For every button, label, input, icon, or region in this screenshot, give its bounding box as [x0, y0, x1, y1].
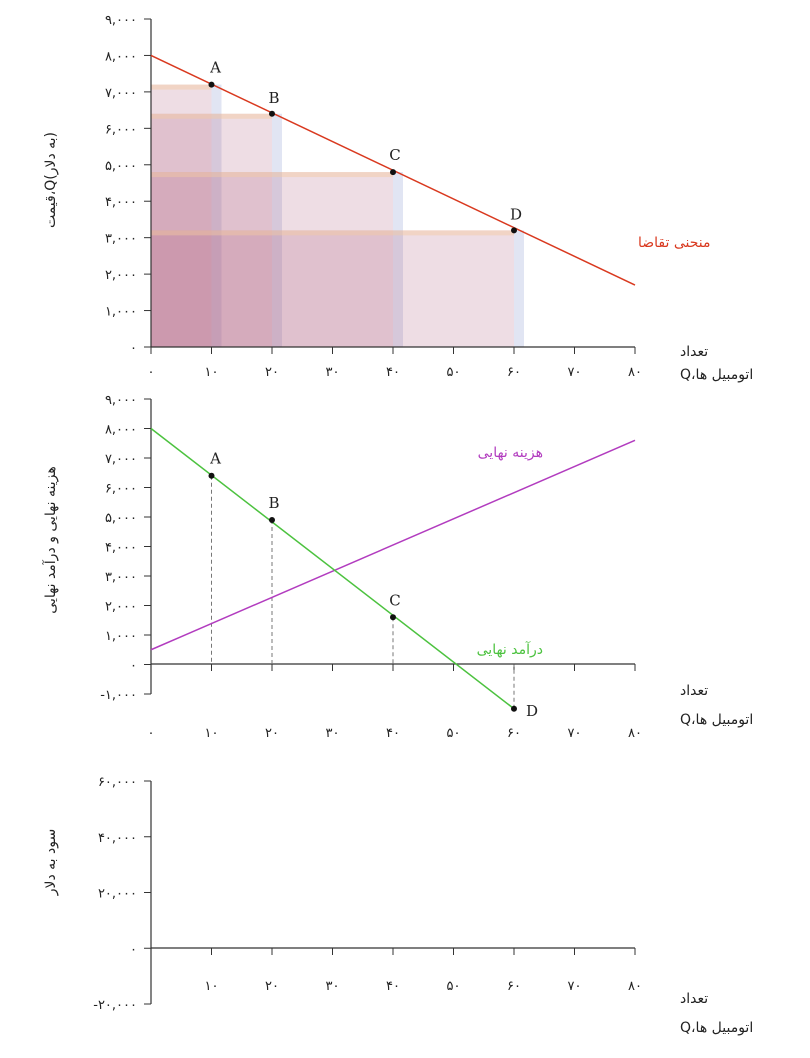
- x-tick-label: ۶۰: [507, 979, 521, 994]
- x-tick-label: ۲۰: [265, 979, 279, 994]
- y-tick-label: ۰: [130, 659, 137, 674]
- y-tick-label: ۶,۰۰۰: [105, 482, 137, 497]
- y-tick-label: ۹,۰۰۰: [105, 393, 137, 408]
- data-point: [390, 169, 396, 176]
- x-tick-label: ۶۰: [507, 726, 521, 741]
- revenue-rect: [151, 172, 393, 347]
- x-tick-label: ۸۰: [628, 726, 642, 741]
- y-tick-label: ۵,۰۰۰: [105, 511, 137, 526]
- revenue-rect-top: [151, 113, 272, 119]
- x-tick-label: ۴۰: [386, 365, 400, 380]
- series-label: درآمد نهایی: [477, 641, 543, 658]
- marginal-panel: -۱,۰۰۰ ۰ ۱,۰۰۰ ۲,۰۰۰ ۳,۰۰۰ ۴,۰۰۰ ۵,۰۰۰ ۶,۰۰۰ ۷,۰…: [42, 393, 753, 741]
- y-tick-label: ۵,۰۰۰: [105, 159, 137, 174]
- y-axis-title: قیمت،Q(به دلار): [43, 132, 59, 228]
- y-axis-title: هزینه نهایی و درآمد نهایی: [42, 466, 59, 613]
- y-tick-label: ۶,۰۰۰: [105, 122, 137, 137]
- x-tick-label: ۲۰: [265, 365, 279, 380]
- y-tick-label: ۴,۰۰۰: [105, 195, 137, 210]
- series-label: منحنی تقاضا: [638, 235, 711, 251]
- x-tick-label: ۵۰: [447, 979, 461, 994]
- data-point: [511, 227, 517, 234]
- y-tick-label: ۷,۰۰۰: [105, 452, 137, 467]
- point-label: D: [510, 205, 522, 223]
- point-label: D: [526, 702, 538, 720]
- data-point: [208, 472, 215, 479]
- y-tick-label: ۲,۰۰۰: [105, 268, 137, 283]
- point-label: B: [268, 494, 279, 512]
- x-tick-label: ۶۰: [507, 365, 521, 380]
- revenue-rect-side: [211, 84, 222, 347]
- x-tick-label: ۱۰: [205, 979, 219, 994]
- profit-panel: -۲۰,۰۰۰ ۰ ۲۰,۰۰۰ ۴۰,۰۰۰ ۶۰,۰۰۰ ۱۰ ۲۰ ۳۰ ۴۰ ۵۰ ۶۰ ۷۰…: [43, 775, 753, 1036]
- y-tick-label: ۰: [130, 341, 137, 356]
- revenue-rect-top: [151, 84, 212, 90]
- point-label: A: [209, 59, 221, 77]
- x-tick-label: ۳۰: [326, 979, 340, 994]
- x-tick-label: ۷۰: [568, 726, 582, 741]
- y-tick-label: ۲۰,۰۰۰: [98, 887, 137, 902]
- x-axis-title-line1: تعداد: [680, 344, 708, 360]
- y-tick-label: ۱,۰۰۰: [105, 629, 137, 644]
- y-tick-label: ۴۰,۰۰۰: [98, 831, 137, 846]
- x-tick-label: ۱۰: [205, 365, 219, 380]
- x-tick-label: ۱۰: [205, 726, 219, 741]
- x-tick-label: ۷۰: [568, 979, 582, 994]
- y-tick-label: ۴,۰۰۰: [105, 541, 137, 556]
- y-tick-label: ۱,۰۰۰: [105, 305, 137, 320]
- x-tick-label: ۵۰: [447, 726, 461, 741]
- x-tick-label: ۲۰: [265, 726, 279, 741]
- x-axis-title-line2: Q،اتومبیل ها: [680, 367, 753, 383]
- revenue-rect-side: [393, 172, 403, 347]
- x-tick-label: ۴۰: [386, 979, 400, 994]
- data-point: [269, 516, 275, 523]
- series-line: [150, 439, 636, 651]
- y-tick-label: ۸,۰۰۰: [105, 49, 137, 64]
- data-point: [269, 110, 275, 117]
- point-label: C: [389, 591, 400, 609]
- revenue-rect: [151, 113, 272, 347]
- y-tick-label: ۷,۰۰۰: [105, 86, 137, 101]
- y-tick-label: -۲۰,۰۰۰: [93, 998, 137, 1013]
- point-label: C: [389, 146, 400, 164]
- x-tick-label: ۴۰: [386, 726, 400, 741]
- y-tick-label: ۳,۰۰۰: [105, 570, 137, 585]
- y-tick-label: ۰: [130, 942, 137, 957]
- y-axis-title: سود به دلار: [43, 829, 59, 896]
- y-tick-label: -۱,۰۰۰: [100, 688, 137, 703]
- x-tick-label: ۸۰: [628, 979, 642, 994]
- revenue-rect-top: [151, 230, 514, 236]
- revenue-rect-top: [151, 172, 393, 178]
- x-tick-label: ۳۰: [326, 365, 340, 380]
- data-point: [511, 705, 517, 712]
- y-tick-label: ۲,۰۰۰: [105, 600, 137, 615]
- y-tick-label: ۹,۰۰۰: [105, 13, 137, 28]
- y-tick-label: ۳,۰۰۰: [105, 232, 137, 247]
- x-axis-title-line2: Q،اتومبیل ها: [680, 1020, 753, 1036]
- y-tick-label: ۶۰,۰۰۰: [98, 775, 137, 790]
- x-tick-label: ۷۰: [568, 365, 582, 380]
- series-label: هزینه نهایی: [478, 445, 543, 461]
- revenue-rect: [151, 230, 514, 347]
- demand-panel: ۰ ۱,۰۰۰ ۲,۰۰۰ ۳,۰۰۰ ۴,۰۰۰ ۵,۰۰۰ ۶,۰۰۰ ۷,۰۰۰ ۸,۰۰…: [43, 13, 753, 383]
- point-label: B: [268, 89, 279, 107]
- x-axis-title-line2: Q،اتومبیل ها: [680, 712, 753, 728]
- revenue-rect: [151, 84, 212, 347]
- x-axis-title-line1: تعداد: [680, 683, 708, 699]
- revenue-rect-side: [272, 113, 282, 347]
- y-tick-label: ۸,۰۰۰: [105, 423, 137, 438]
- x-tick-label: ۳۰: [326, 726, 340, 741]
- data-point: [390, 614, 396, 621]
- revenue-rect-side: [514, 230, 524, 347]
- x-axis-title-line1: تعداد: [680, 991, 708, 1007]
- x-tick-label: ۰: [148, 365, 155, 380]
- x-tick-label: ۰: [148, 726, 155, 741]
- x-tick-label: ۸۰: [628, 365, 642, 380]
- data-point: [208, 81, 215, 88]
- point-label: A: [209, 450, 221, 468]
- x-tick-label: ۵۰: [447, 365, 461, 380]
